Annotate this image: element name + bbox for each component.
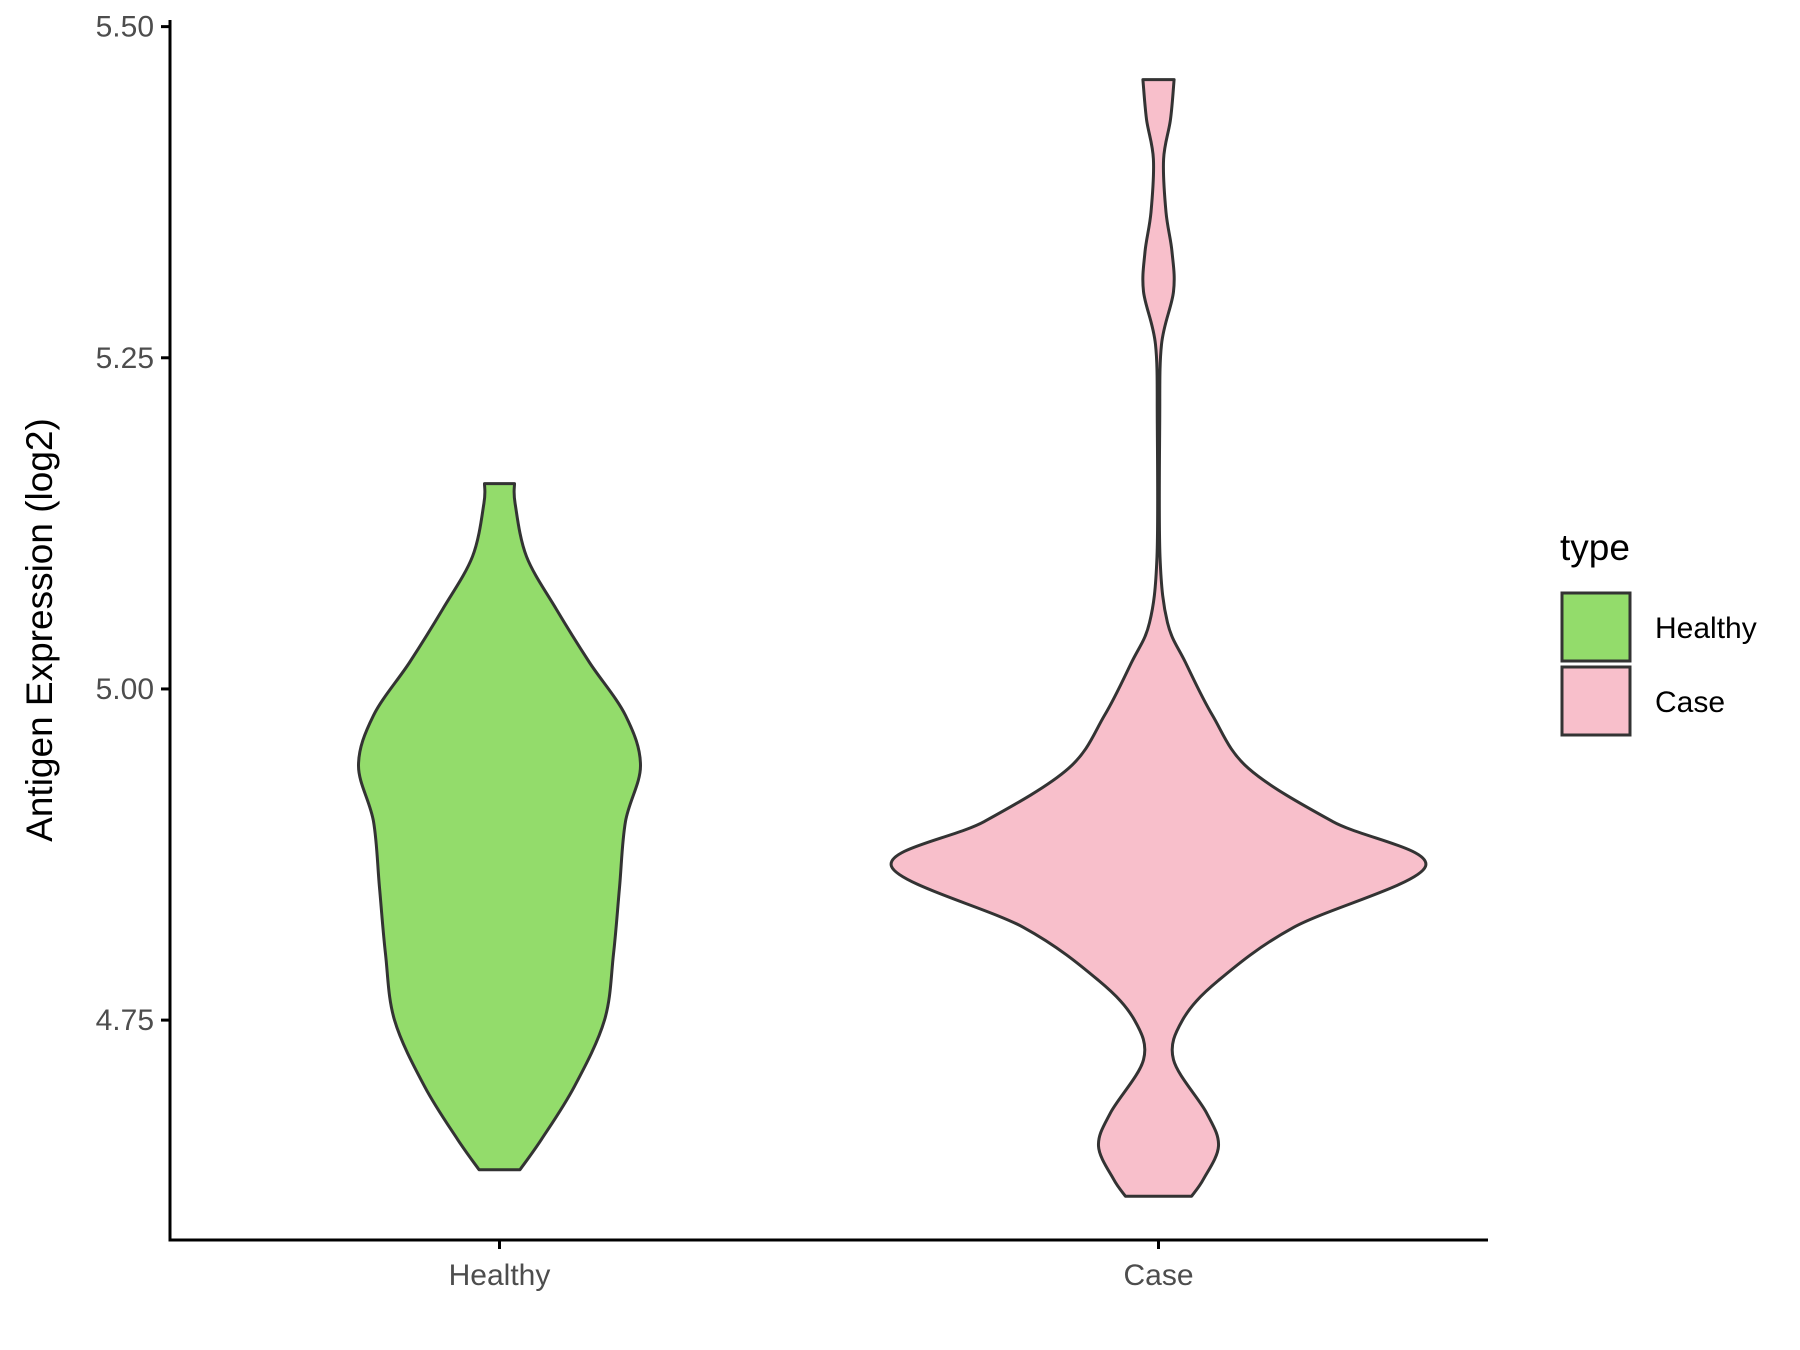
y-tick-label: 5.00 xyxy=(96,673,154,706)
y-axis-title: Antigen Expression (log2) xyxy=(19,418,60,842)
x-axis-ticks: Healthy Case xyxy=(449,1240,1194,1292)
violin-healthy xyxy=(357,482,642,1172)
legend-label-healthy: Healthy xyxy=(1655,612,1757,645)
x-tick-label-healthy: Healthy xyxy=(449,1259,551,1292)
legend: type Healthy Case xyxy=(1560,527,1757,737)
x-tick-label-case: Case xyxy=(1123,1259,1193,1292)
y-tick-label: 5.50 xyxy=(96,11,154,44)
violin-case xyxy=(889,78,1428,1198)
legend-title: type xyxy=(1560,527,1630,568)
violins xyxy=(357,78,1428,1198)
y-tick-label: 4.75 xyxy=(96,1004,154,1037)
legend-key-case xyxy=(1560,665,1632,737)
legend-key-healthy xyxy=(1560,591,1632,663)
y-axis-ticks: 4.75 5.00 5.25 5.50 xyxy=(96,11,170,1037)
legend-label-case: Case xyxy=(1655,686,1725,719)
y-tick-label: 5.25 xyxy=(96,342,154,375)
